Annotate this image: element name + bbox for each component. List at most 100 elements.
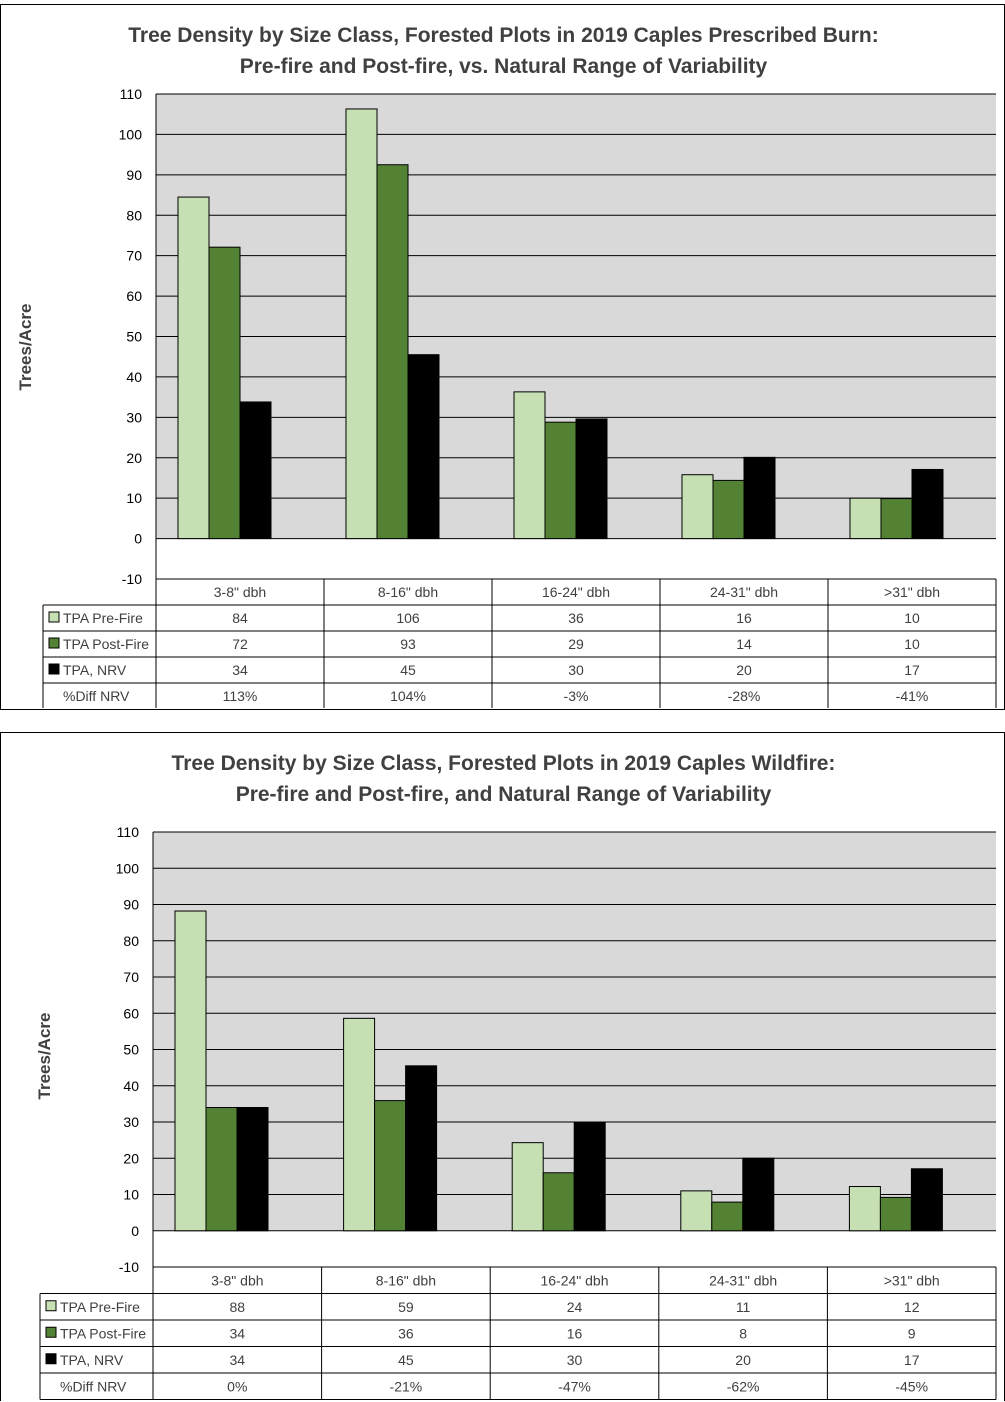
y-tick-label: 10 bbox=[126, 490, 142, 506]
x-tick-label: 8-16" dbh bbox=[376, 1272, 436, 1288]
bar-tpa-pre-fire-1 bbox=[177, 196, 210, 540]
data-label: -62% bbox=[727, 1378, 760, 1394]
y-tick-label: 30 bbox=[126, 409, 142, 425]
data-label: 34 bbox=[230, 1325, 246, 1341]
y-axis-title: Trees/Acre bbox=[16, 304, 35, 391]
legend-label: TPA Post-Fire bbox=[60, 1325, 146, 1341]
data-label: 17 bbox=[904, 1352, 920, 1368]
y-tick-label: 90 bbox=[123, 897, 139, 913]
data-label: 45 bbox=[398, 1352, 414, 1368]
legend-label: TPA, NRV bbox=[60, 1352, 124, 1368]
bar-tpa-pre-fire-2 bbox=[343, 1017, 376, 1232]
y-tick-label: 20 bbox=[123, 1150, 139, 1166]
legend-key-tpa-nrv bbox=[48, 663, 60, 675]
legend-key-tpa-pre-fire bbox=[48, 611, 60, 623]
data-label: 106 bbox=[396, 610, 420, 626]
y-tick-label: 100 bbox=[119, 126, 143, 142]
data-label: 29 bbox=[568, 636, 584, 652]
data-label: 36 bbox=[568, 610, 584, 626]
x-tick-label: 24-31" dbh bbox=[710, 584, 778, 600]
y-tick-label: 80 bbox=[126, 207, 142, 223]
bar-tpa-post-fire-4 bbox=[711, 1201, 744, 1232]
y-tick-label: 110 bbox=[117, 824, 140, 840]
legend-key-tpa-pre-fire bbox=[45, 1300, 57, 1312]
data-label: 0% bbox=[227, 1378, 247, 1394]
data-label: -47% bbox=[558, 1378, 591, 1394]
bar-tpa-post-fire-4 bbox=[712, 479, 745, 540]
legend-key-tpa-post-fire bbox=[48, 637, 60, 649]
data-label: 30 bbox=[567, 1352, 583, 1368]
x-tick-label: >31" dbh bbox=[884, 1272, 940, 1288]
x-tick-label: 16-24" dbh bbox=[542, 584, 610, 600]
legend-label: %Diff NRV bbox=[63, 688, 130, 704]
data-label: 9 bbox=[908, 1325, 916, 1341]
bar-tpa-pre-fire-3 bbox=[513, 391, 546, 540]
chart-svg-wildfire: -100102030405060708090100110Trees/Acre3-… bbox=[35, 824, 997, 1400]
data-label: 10 bbox=[904, 636, 920, 652]
bar-tpa-post-fire-2 bbox=[376, 164, 409, 540]
data-label: 34 bbox=[232, 662, 248, 678]
chart-svg-prescribed-burn: -10 0 10 20 30 40 50 60 70 80 90 100 110 Trees/Acre 3-… bbox=[16, 86, 997, 708]
data-label: 12 bbox=[904, 1299, 920, 1315]
chart-title: Tree Density by Size Class, Forested Plo… bbox=[171, 752, 836, 775]
x-tick-label: 8-16" dbh bbox=[378, 584, 438, 600]
data-label: 34 bbox=[230, 1352, 246, 1368]
data-label: 72 bbox=[232, 636, 248, 652]
chart-subtitle: Pre-fire and Post-fire, and Natural Rang… bbox=[235, 783, 772, 806]
y-tick-label: 70 bbox=[126, 248, 142, 264]
legend-label: TPA, NRV bbox=[63, 662, 127, 678]
chart-panel-wildfire: Tree Density by Size Class, Forested Plo… bbox=[0, 732, 1005, 1401]
data-label: 93 bbox=[400, 636, 416, 652]
data-label: 113% bbox=[223, 688, 258, 704]
chart-panel-prescribed-burn: Tree Density by Size Class, Forested Plo… bbox=[0, 4, 1005, 710]
bar-tpa-pre-fire-2 bbox=[345, 108, 378, 540]
bar-tpa-nrv-1 bbox=[236, 1107, 269, 1232]
data-label: 30 bbox=[568, 662, 584, 678]
data-label: -3% bbox=[564, 688, 589, 704]
legend-label: TPA Pre-Fire bbox=[60, 1299, 140, 1315]
y-tick-label: -10 bbox=[122, 571, 142, 587]
bar-tpa-post-fire-5 bbox=[880, 498, 913, 540]
data-label: 20 bbox=[735, 1352, 751, 1368]
bar-tpa-post-fire-1 bbox=[205, 1107, 238, 1232]
legend-key-tpa-nrv bbox=[45, 1353, 57, 1365]
data-label: 17 bbox=[904, 662, 920, 678]
chart-title: Tree Density by Size Class, Forested Plo… bbox=[128, 24, 879, 47]
bar-tpa-pre-fire-3 bbox=[511, 1142, 544, 1232]
bar-tpa-post-fire-1 bbox=[208, 246, 241, 540]
bar-tpa-post-fire-2 bbox=[374, 1100, 407, 1232]
y-tick-label: -10 bbox=[119, 1259, 139, 1275]
data-label: 20 bbox=[736, 662, 752, 678]
y-tick-label: 50 bbox=[126, 329, 142, 345]
x-tick-label: 3-8" dbh bbox=[211, 1272, 263, 1288]
data-table: 3-8" dbh 8-16" dbh 16-24" dbh 24-31" dbh >31… bbox=[39, 832, 997, 1400]
x-tick-label: 16-24" dbh bbox=[540, 1272, 608, 1288]
bar-tpa-nrv-2 bbox=[405, 1065, 438, 1232]
data-label: 8 bbox=[739, 1325, 747, 1341]
data-label: 45 bbox=[400, 662, 416, 678]
y-tick-label: 50 bbox=[123, 1042, 139, 1058]
y-tick-label: 70 bbox=[123, 969, 139, 985]
y-tick-label: 110 bbox=[120, 86, 143, 102]
legend-label: %Diff NRV bbox=[60, 1378, 127, 1394]
y-tick-label: 20 bbox=[126, 450, 142, 466]
y-tick-label: 40 bbox=[123, 1078, 139, 1094]
bar-tpa-pre-fire-4 bbox=[681, 474, 714, 540]
data-label: 88 bbox=[230, 1299, 246, 1315]
y-tick-label: 0 bbox=[134, 531, 142, 547]
x-tick-label: >31" dbh bbox=[884, 584, 940, 600]
bar-tpa-post-fire-5 bbox=[879, 1196, 912, 1232]
y-tick-label: 80 bbox=[123, 933, 139, 949]
data-label: 11 bbox=[736, 1299, 751, 1315]
bar-tpa-nrv-5 bbox=[910, 1168, 943, 1232]
y-tick-label: 60 bbox=[126, 288, 142, 304]
y-tick-label: 60 bbox=[123, 1005, 139, 1021]
data-label: -21% bbox=[390, 1378, 423, 1394]
bar-tpa-nrv-1 bbox=[239, 401, 272, 540]
bar-tpa-pre-fire-5 bbox=[848, 1186, 881, 1232]
data-label: -28% bbox=[728, 688, 761, 704]
legend-label: TPA Pre-Fire bbox=[63, 610, 143, 626]
legend-key-tpa-post-fire bbox=[45, 1326, 57, 1338]
bar-tpa-pre-fire-5 bbox=[849, 497, 882, 540]
data-label: 10 bbox=[904, 610, 920, 626]
